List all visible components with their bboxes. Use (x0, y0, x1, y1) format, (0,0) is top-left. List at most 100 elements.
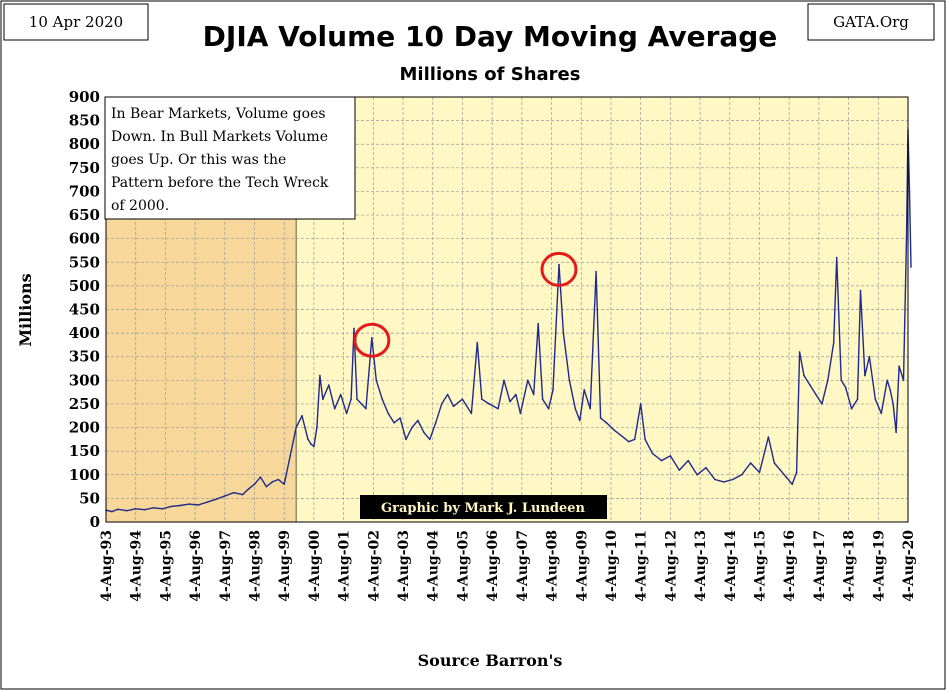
chart-title: DJIA Volume 10 Day Moving Average (203, 20, 778, 53)
header-source-site: GATA.Org (833, 13, 909, 31)
highlights-layer (353, 251, 578, 358)
data-point (179, 504, 182, 507)
data-point (215, 498, 217, 501)
data-point (723, 481, 725, 483)
x-tick-label: 4-Aug-99 (277, 530, 293, 602)
data-point (289, 455, 291, 457)
annotation-text: In Bear Markets, Volume goes Down. In Bul… (111, 106, 329, 214)
data-point (143, 508, 146, 511)
data-point (910, 266, 912, 268)
x-tick-label: 4-Aug-11 (634, 530, 650, 602)
y-tick-label: 300 (69, 371, 100, 389)
data-point (470, 412, 473, 415)
data-point (381, 398, 384, 401)
data-point (868, 355, 871, 358)
data-point (669, 455, 672, 457)
x-tick-label: 4-Aug-18 (842, 530, 858, 602)
x-tick-label: 4-Aug-14 (723, 530, 739, 602)
data-point (651, 452, 654, 455)
y-tick-label: 500 (69, 277, 100, 295)
y-tick-label: 400 (69, 324, 100, 342)
data-point (232, 491, 235, 494)
data-point (134, 507, 137, 510)
data-point (574, 407, 577, 410)
data-point (497, 407, 499, 410)
data-point (170, 505, 173, 508)
y-tick-label: 650 (69, 206, 100, 224)
y-tick-label: 600 (69, 230, 100, 248)
data-point (880, 412, 883, 415)
data-point (583, 388, 586, 391)
x-tick-label: 4-Aug-19 (871, 530, 887, 602)
data-point (476, 341, 479, 344)
y-tick-label: 50 (79, 489, 100, 507)
data-point (874, 398, 877, 401)
data-point (480, 398, 483, 401)
y-tick-label: 250 (69, 395, 100, 413)
data-point (434, 422, 437, 424)
data-point (152, 507, 155, 509)
data-point (526, 379, 529, 382)
data-point (749, 462, 752, 464)
annotation-box (104, 96, 356, 220)
x-tick-label: 4-Aug-02 (366, 530, 382, 602)
data-point (678, 469, 681, 471)
data-point (552, 388, 554, 391)
data-point (265, 485, 268, 488)
data-point (353, 327, 355, 330)
data-point (905, 237, 908, 240)
x-tick-label: 4-Aug-94 (129, 530, 145, 602)
data-point (835, 256, 838, 259)
data-point (350, 398, 352, 401)
data-point (532, 393, 535, 396)
data-point (411, 426, 413, 429)
source-site-box (807, 3, 935, 41)
data-point (295, 426, 297, 429)
data-point (519, 412, 522, 415)
data-point (488, 403, 490, 405)
data-point (333, 407, 336, 410)
y-tick-label: 450 (69, 301, 100, 319)
data-point (687, 459, 689, 462)
x-axis-ticks: 4-Aug-93 4-Aug-94 4-Aug-95 4-Aug-96 4-Aug-97… (99, 530, 917, 602)
data-point (886, 379, 889, 382)
data-point (821, 403, 823, 405)
x-tick-label: 4-Aug-96 (188, 530, 204, 602)
highlight-circle (353, 322, 391, 358)
data-point (892, 403, 894, 405)
x-tick-label: 4-Aug-16 (782, 530, 798, 602)
plot-frame (105, 96, 909, 523)
y-tick-label: 900 (69, 88, 100, 106)
x-tick-label: 4-Aug-10 (604, 530, 620, 602)
data-point (599, 417, 602, 419)
data-point (856, 398, 859, 401)
data-point (360, 403, 363, 405)
data-point (117, 508, 119, 511)
x-tick-label: 4-Aug-04 (426, 530, 442, 602)
data-point (283, 483, 286, 486)
data-point (633, 438, 636, 441)
data-point (578, 419, 581, 422)
data-point (791, 483, 793, 486)
x-tick-label: 4-Aug-15 (752, 530, 768, 602)
data-point (627, 440, 630, 443)
data-point (253, 483, 256, 486)
data-point (895, 431, 897, 434)
data-point (795, 471, 798, 474)
x-tick-label: 4-Aug-95 (158, 530, 174, 602)
data-point (259, 476, 262, 478)
data-point (319, 374, 321, 377)
data-point (844, 386, 847, 389)
data-point (660, 459, 663, 462)
date-box (3, 3, 149, 41)
x-tick-label: 4-Aug-12 (663, 530, 679, 602)
data-point (188, 503, 190, 505)
data-point (405, 438, 407, 441)
data-point (832, 341, 835, 344)
chart-subtitle: Millions of Shares (400, 64, 581, 85)
data-point (461, 398, 464, 401)
x-tick-label: 4-Aug-01 (337, 530, 353, 602)
y-axis-ticks: 0 50 100 150 200 250 300 350 400 450 500 550 600 650 7… (69, 88, 100, 531)
